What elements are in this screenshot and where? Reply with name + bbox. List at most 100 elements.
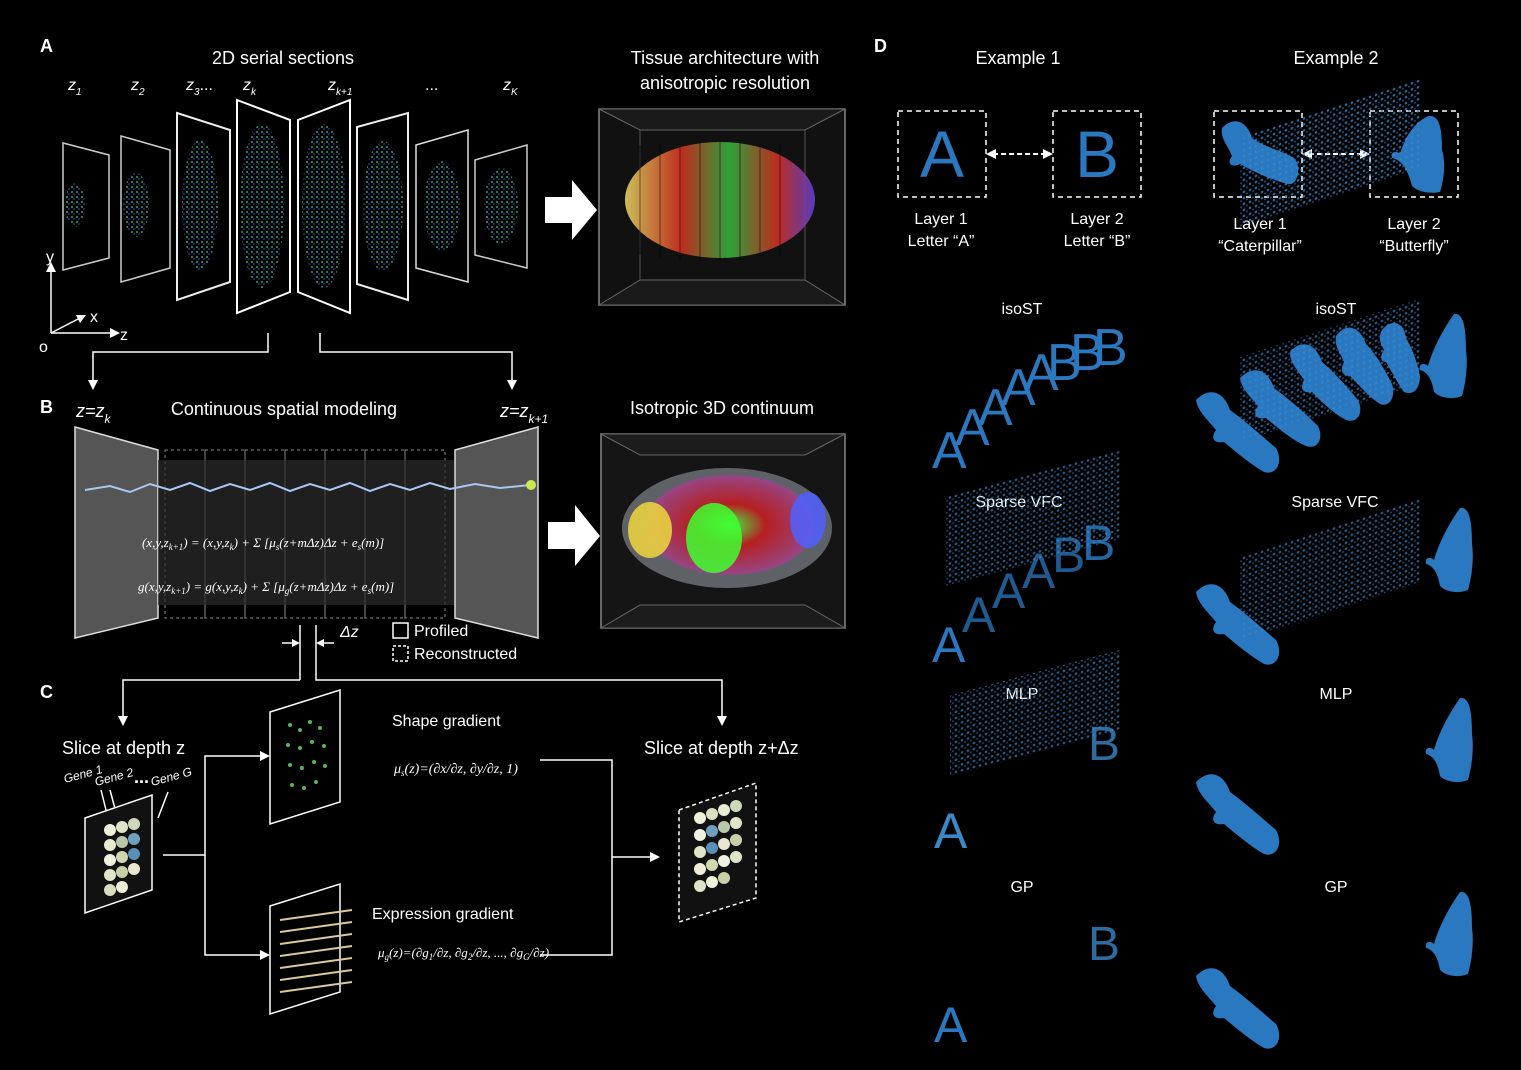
method-gp-e1: GP [1010,879,1033,896]
mlp-e1-cloud [945,449,1120,587]
method-sparsevfc-e2: Sparse VFC [1291,494,1378,511]
example-1-title: Example 1 [975,48,1060,68]
example-2-title: Example 2 [1293,48,1378,68]
equations: (x,y,zk+1) = (x,y,zk) + Σ [μs(z+mΔz)Δz +… [138,535,394,596]
panel-c: C Slice at depth z Gene 1 Gene 2 ... Gen… [40,682,799,1016]
slice-z-cells [104,818,140,896]
profiled-plane-right [454,426,539,639]
panel-a: A 2D serial sections z1 z2 z3... zk zk+1… [39,36,847,356]
section-2-tissue [123,173,149,237]
method-isost-e1: isoST [1002,301,1043,318]
axis-o-label: o [39,339,48,356]
z-label-k1: zk+1 [327,77,352,98]
panel-b-right-title: Isotropic 3D continuum [630,398,814,418]
axis-x-label: x [90,309,98,326]
morph-letter-3: A [978,379,1013,437]
slice-z-label: Slice at depth z [62,738,185,758]
letter-a-shape: A [920,117,964,191]
delta-z-label: Δz [339,624,359,641]
method-mlp-e2: MLP [1320,686,1353,703]
section-1-tissue [65,183,85,227]
shape-gradient-equation: μs(z)=(∂x/∂z, ∂y/∂z, 1) [393,762,518,778]
z-label-ellipsis: ... [425,77,438,94]
trajectory-line [84,481,531,494]
expression-gradient-equation: μg(z)=(∂g1/∂z, ∂g2/∂z, ..., ∂gG/∂z) [377,945,549,962]
olfactory-region [628,502,672,558]
equation-1: (x,y,zk+1) = (x,y,zk) + Σ [μs(z+mΔz)Δz +… [142,535,384,552]
layer-2-box-example-1 [1052,110,1142,198]
z-label-K: zK [502,77,519,98]
e1-layer-2-sub: Letter “B” [1064,233,1131,250]
morph-letter-4: A [1001,359,1036,417]
morph-letter-8: B [1093,319,1128,377]
gene-dots: ... [134,767,149,787]
z-label-3: z3... [185,77,213,98]
shape-gradient-dots [286,720,327,790]
vfc-letter-2: A [962,587,996,643]
section-6-tissue [424,161,460,251]
legend: Profiled Reconstructed [392,622,517,663]
connector-b-c [118,660,727,726]
axis-y-label: y [46,249,54,266]
gene-g-label: Gene G [149,764,193,788]
panel-a-right-title-2: anisotropic resolution [640,73,810,93]
section-5-tissue [363,141,403,271]
e1-layer-1-label: Layer 1 [914,211,967,228]
e1-layer-2-label: Layer 2 [1070,211,1123,228]
morph-letter-5: A [1024,344,1059,402]
delta-z-marker: Δz [282,624,359,680]
gp-letter-b: B [1088,918,1120,971]
section-K-tissue [484,168,518,244]
gp-e1-cloud [950,649,1120,776]
panel-b: B z=zk Continuous spatial modeling z=zk+… [40,397,847,680]
method-gp-e2: GP [1324,879,1347,896]
gp-example-1-result: A B [934,649,1120,1053]
arrow-right-icon-2 [548,505,600,566]
sparsevfc-example-2-result [1196,78,1473,665]
gp-letter-a: A [934,997,968,1053]
mlp-example-2-result [1196,298,1473,855]
e2-layer-2-label: Layer 2 [1387,216,1440,233]
z-label-k: zk [242,77,257,98]
morph-letter-1: A [932,422,967,480]
mlp-letter-a: A [934,803,968,859]
axis-z-label: z [120,327,128,344]
equation-2: g(x,y,zk+1) = g(x,y,zk) + Σ [μg(z+mΔz)Δz… [138,579,394,596]
striatum-region [686,503,742,573]
panel-c-label: C [40,682,53,702]
slice-z-plus-dz [678,781,757,924]
connector-a-b [88,333,517,390]
reconstructed-volume [158,460,454,605]
gp-example-2-result [1196,498,1473,1049]
morph-letter-6: B [1047,334,1082,392]
vfc-letter-1: A [932,617,966,673]
z-labels: z1 z2 z3... zk zk+1 ... zK [67,77,519,98]
panel-a-label: A [40,36,53,56]
slice-zdz-label: Slice at depth z+Δz [644,738,799,758]
layer-2-box-example-2 [1369,110,1459,198]
legend-reconstructed-swatch [392,645,409,662]
letter-b-shape: B [1075,117,1119,191]
legend-profiled-swatch [392,622,409,639]
arrow-right-icon [545,180,597,240]
isost-example-1-result: A A A A A B B B [932,319,1128,480]
panel-a-right-title-1: Tissue architecture with [631,48,819,68]
panel-a-title: 2D serial sections [212,48,354,68]
method-isost-e2: isoST [1316,301,1357,318]
legend-profiled-label: Profiled [414,623,468,640]
shape-gradient-title: Shape gradient [392,713,501,730]
panel-d: D Example 1 Example 2 A B Layer 1 Letter… [874,36,1473,1053]
panel-d-label: D [874,36,887,56]
morph-letter-7: B [1070,324,1105,382]
legend-reconstructed-label: Reconstructed [414,646,517,663]
slice-zdz-cells [694,800,742,892]
right-z-label: z=zk+1 [499,401,548,426]
section-1 [62,142,110,271]
expression-gradient-lines [279,909,353,993]
e1-layer-1-sub: Letter “A” [908,233,975,250]
trajectory-endpoint [526,480,536,490]
section-k-tissue [240,124,284,288]
section-3-tissue [182,140,218,270]
panel-b-title: Continuous spatial modeling [171,399,397,419]
